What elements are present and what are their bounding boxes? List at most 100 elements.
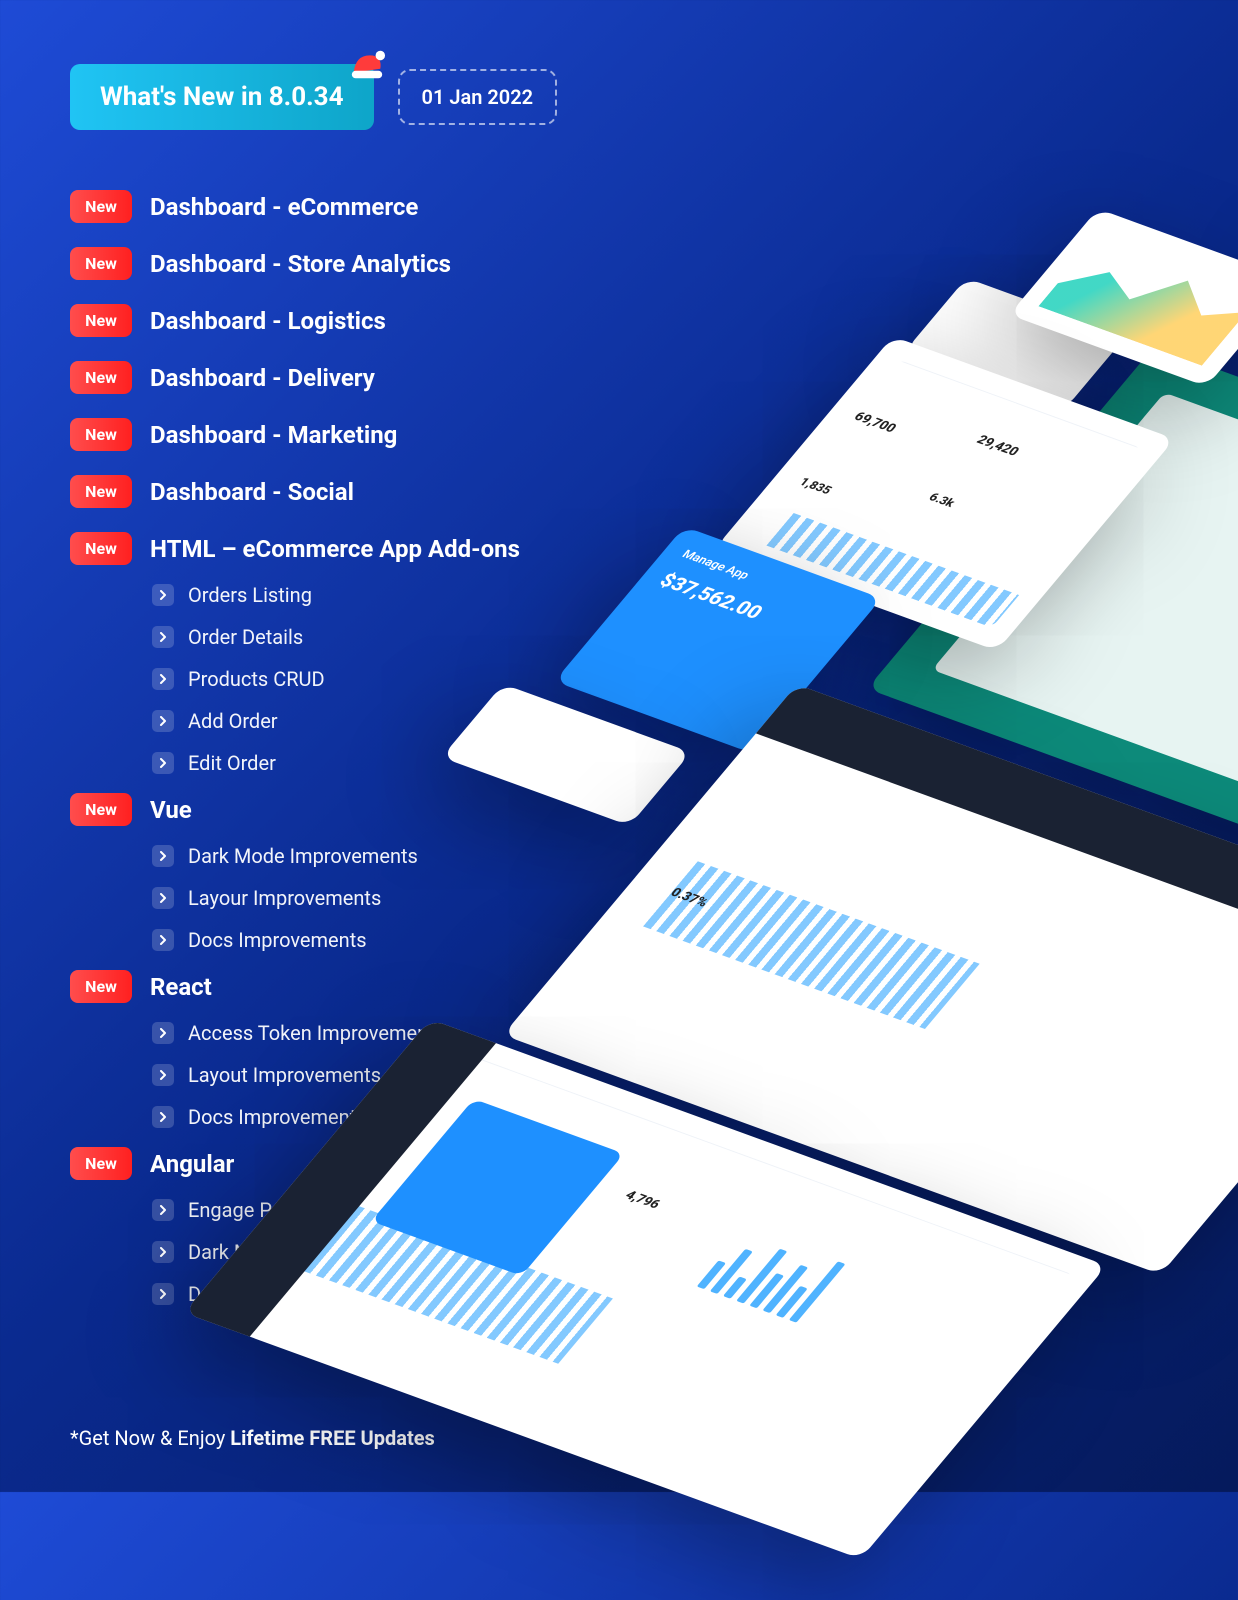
feature-title: Angular	[150, 1150, 234, 1178]
subitem-label: Access Token Improvements	[188, 1021, 445, 1045]
feature-item: New Dashboard - Logistics	[70, 304, 590, 337]
chevron-right-icon	[152, 1106, 174, 1128]
subitem-label: Docs Improvements	[188, 1105, 367, 1129]
feature-item: New Angular	[70, 1147, 590, 1180]
feature-item: New Dashboard - eCommerce	[70, 190, 590, 223]
feature-item: New React	[70, 970, 590, 1003]
feature-sublist: Dark Mode Improvements Layour Improvement…	[152, 844, 590, 970]
feature-title: Dashboard - Marketing	[150, 421, 397, 449]
new-badge: New	[70, 190, 132, 223]
feature-title: React	[150, 973, 212, 1001]
feature-title: HTML – eCommerce App Add-ons	[150, 535, 520, 563]
percent-val: 0.37%	[667, 886, 711, 911]
feature-sublist: Engage Panel Dark Mode Improvements Docs I…	[152, 1198, 590, 1324]
feature-item: New Vue	[70, 793, 590, 826]
subitem-label: Layour Improvements	[188, 886, 381, 910]
feature-subitem: Layour Improvements	[152, 886, 590, 910]
feature-subitem: Dark Mode Improvements	[152, 844, 590, 868]
chevron-right-icon	[152, 1283, 174, 1305]
chevron-right-icon	[152, 845, 174, 867]
new-badge: New	[70, 532, 132, 565]
new-badge: New	[70, 1147, 132, 1180]
chevron-right-icon	[152, 1064, 174, 1086]
header-row: What's New in 8.0.34 01 Jan 2022	[70, 64, 1238, 130]
footer-bold: Lifetime FREE Updates	[230, 1426, 435, 1450]
date-label: 01 Jan 2022	[422, 85, 534, 109]
feature-subitem: Engage Panel	[152, 1198, 590, 1222]
mockup-card-area	[1009, 209, 1238, 387]
manage-label: Manage App	[679, 547, 752, 582]
feature-subitem: Docs Improvements	[152, 928, 590, 952]
new-badge: New	[70, 304, 132, 337]
feature-subitem: Layout Improvements	[152, 1063, 590, 1087]
feature-subitem: Products CRUD	[152, 667, 590, 691]
store-b: 29,420	[973, 433, 1022, 459]
subitem-label: Docs Improvements	[188, 1282, 367, 1306]
feature-subitem: Add Order	[152, 709, 590, 733]
subitem-label: Dark Mode Improvements	[188, 844, 418, 868]
store-a: 69,700	[850, 410, 899, 436]
new-badge: New	[70, 475, 132, 508]
mockup-card-tiny	[905, 278, 1126, 410]
promo-container: What's New in 8.0.34 01 Jan 2022 New Dash…	[0, 0, 1238, 1492]
subitem-label: Engage Panel	[188, 1198, 309, 1222]
feature-list: New Dashboard - eCommerce New Dashboard - S…	[70, 190, 590, 1324]
subitem-label: Dark Mode Improvements	[188, 1240, 418, 1264]
feature-title: Dashboard - Delivery	[150, 364, 375, 392]
chevron-right-icon	[152, 710, 174, 732]
feature-item: New Dashboard - Store Analytics	[70, 247, 590, 280]
feature-subitem: Orders Listing	[152, 583, 590, 607]
chevron-right-icon	[152, 752, 174, 774]
mockup-card-dark: 0.37%	[503, 684, 1238, 1274]
store-c: 6.3k	[926, 490, 958, 510]
footer-prefix: *Get Now & Enjoy	[70, 1426, 230, 1450]
feature-title: Dashboard - Store Analytics	[150, 250, 451, 278]
mockup-card-social: 320k 1.5M 8.4k	[1234, 77, 1238, 573]
delivery-stat: 4,796	[622, 1188, 664, 1212]
feature-subitem: Docs Improvements	[152, 1105, 590, 1129]
subitem-label: Orders Listing	[188, 583, 312, 607]
new-badge: New	[70, 361, 132, 394]
chevron-right-icon	[152, 584, 174, 606]
santa-hat-icon	[348, 46, 386, 84]
subitem-label: Add Order	[188, 709, 278, 733]
feature-item: New Dashboard - Delivery	[70, 361, 590, 394]
chevron-right-icon	[152, 887, 174, 909]
chevron-right-icon	[152, 1022, 174, 1044]
subitem-label: Docs Improvements	[188, 928, 367, 952]
feature-subitem: Order Details	[152, 625, 590, 649]
subitem-label: Products CRUD	[188, 667, 325, 691]
subitem-label: Layout Improvements	[188, 1063, 381, 1087]
feature-item: New Dashboard - Marketing	[70, 418, 590, 451]
subitem-label: Order Details	[188, 625, 303, 649]
manage-amount: $37,562.00	[655, 568, 769, 623]
chevron-right-icon	[152, 1241, 174, 1263]
date-badge: 01 Jan 2022	[398, 69, 558, 125]
feature-title: Dashboard - eCommerce	[150, 193, 418, 221]
chevron-right-icon	[152, 626, 174, 648]
new-badge: New	[70, 793, 132, 826]
feature-sublist: Orders Listing Order Details Products CRUD…	[152, 583, 590, 793]
chevron-right-icon	[152, 668, 174, 690]
mockup-card-manage: Manage App $37,562.00	[554, 526, 881, 753]
feature-title: Vue	[150, 796, 192, 824]
new-badge: New	[70, 970, 132, 1003]
feature-subitem: Docs Improvements	[152, 1282, 590, 1306]
chevron-right-icon	[152, 929, 174, 951]
new-badge: New	[70, 247, 132, 280]
feature-subitem: Edit Order	[152, 751, 590, 775]
feature-subitem: Dark Mode Improvements	[152, 1240, 590, 1264]
mockup-card-store: 69,700 29,420 6.3k 1,835	[715, 336, 1175, 651]
feature-title: Dashboard - Social	[150, 478, 354, 506]
feature-subitem: Access Token Improvements	[152, 1021, 590, 1045]
version-badge: What's New in 8.0.34	[70, 64, 374, 130]
mockup-card-map	[867, 346, 1238, 921]
chevron-right-icon	[152, 1199, 174, 1221]
new-badge: New	[70, 418, 132, 451]
store-d: 1,835	[796, 475, 835, 497]
footer-note: *Get Now & Enjoy Lifetime FREE Updates	[70, 1426, 435, 1450]
feature-sublist: Access Token Improvements Layout Improvem…	[152, 1021, 590, 1147]
feature-item: New HTML – eCommerce App Add-ons	[70, 532, 590, 565]
feature-title: Dashboard - Logistics	[150, 307, 386, 335]
subitem-label: Edit Order	[188, 751, 276, 775]
